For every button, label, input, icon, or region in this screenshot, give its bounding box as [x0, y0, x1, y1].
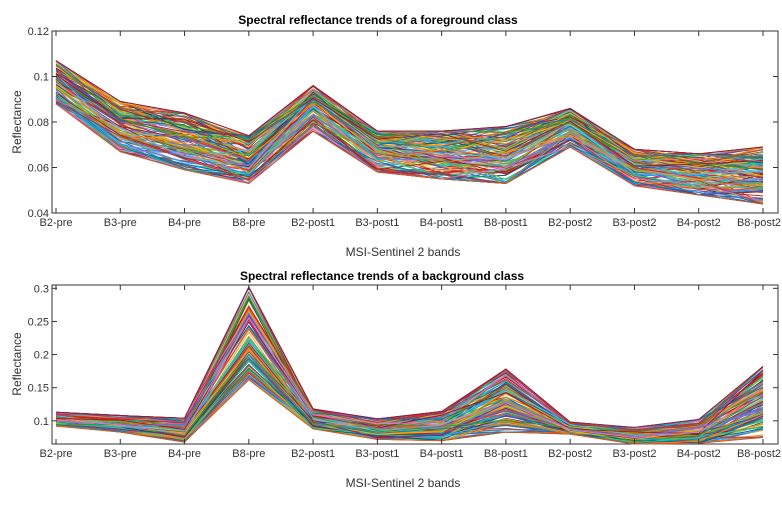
x-tick-label: B4-post2 — [677, 448, 721, 460]
x-axis-label: MSI-Sentinel 2 bands — [346, 245, 461, 259]
series-line — [55, 98, 764, 201]
series-line — [55, 97, 764, 186]
series-line — [55, 321, 764, 434]
y-axis: 0.1 0.15 0.2 0.25 0.3 — [28, 283, 778, 428]
y-tick-label: 0.1 — [34, 416, 49, 428]
x-tick-label: B4-post1 — [420, 217, 464, 229]
x-axis-label: MSI-Sentinel 2 bands — [346, 476, 461, 490]
x-tick-label: B4-pre — [168, 217, 201, 229]
series-line — [55, 76, 764, 164]
x-tick-label: B3-post2 — [612, 448, 656, 460]
y-tick-label: 0.15 — [28, 383, 49, 395]
series-line-max — [55, 60, 764, 155]
series-line-min — [55, 379, 764, 445]
series-line — [55, 80, 764, 189]
series-line — [55, 100, 764, 205]
x-tick-label: B3-pre — [104, 217, 137, 229]
x-tick-label: B2-post2 — [548, 217, 592, 229]
x-tick-label: B8-pre — [232, 448, 265, 460]
background-chart: Spectral reflectance trends of a backgro… — [10, 269, 781, 490]
series-line — [55, 317, 764, 439]
y-tick-label: 0.1 — [34, 72, 49, 84]
series-line — [55, 70, 764, 183]
x-tick-label: B3-post1 — [355, 217, 399, 229]
chart-title: Spectral reflectance trends of a backgro… — [240, 269, 524, 283]
x-tick-label: B3-post1 — [355, 448, 399, 460]
x-tick-label: B4-pre — [168, 448, 201, 460]
series-line — [55, 71, 764, 174]
series-lines — [55, 60, 764, 205]
y-tick-label: 0.2 — [34, 350, 49, 362]
series-line — [55, 60, 764, 160]
series-line — [55, 82, 764, 175]
x-tick-label: B8-post1 — [484, 448, 528, 460]
foreground-chart: Spectral reflectance trends of a foregro… — [10, 13, 781, 259]
x-axis: B2-pre B3-pre B4-pre B8-pre B2-post1 B3-post1… — [39, 285, 781, 460]
series-line-min — [55, 103, 764, 205]
chart-title: Spectral reflectance trends of a foregro… — [238, 13, 518, 27]
x-tick-label: B2-post1 — [291, 217, 335, 229]
y-tick-label: 0.08 — [28, 117, 49, 129]
series-line — [55, 93, 764, 189]
x-tick-label: B8-post2 — [737, 217, 781, 229]
series-line — [55, 97, 764, 184]
x-tick-label: B2-post2 — [548, 448, 592, 460]
series-line — [55, 305, 764, 431]
y-tick-label: 0.25 — [28, 316, 49, 328]
y-tick-label: 0.04 — [28, 208, 49, 220]
y-axis-label: Reflectance — [10, 90, 24, 154]
y-tick-label: 0.12 — [28, 26, 49, 38]
x-axis: B2-pre B3-pre B4-pre B8-pre B2-post1 B3-post1… — [39, 31, 781, 229]
series-line — [55, 103, 764, 196]
series-line — [55, 74, 764, 167]
series-lines — [55, 285, 764, 445]
x-tick-label: B8-post2 — [737, 448, 781, 460]
series-line — [55, 64, 764, 164]
series-line-max — [55, 286, 764, 428]
x-tick-label: B8-post1 — [484, 217, 528, 229]
y-axis: 0.04 0.06 0.08 0.1 0.12 — [28, 26, 778, 220]
x-tick-label: B2-post1 — [291, 448, 335, 460]
series-line — [55, 312, 764, 438]
series-line — [55, 64, 764, 166]
y-axis-label: Reflectance — [10, 332, 24, 396]
x-tick-label: B3-pre — [104, 448, 137, 460]
x-tick-label: B2-pre — [39, 217, 72, 229]
y-tick-label: 0.06 — [28, 163, 49, 175]
series-line — [55, 350, 764, 440]
x-tick-label: B2-pre — [39, 448, 72, 460]
x-tick-label: B3-post2 — [612, 217, 656, 229]
x-tick-label: B4-post1 — [420, 448, 464, 460]
y-tick-label: 0.3 — [34, 283, 49, 295]
series-line — [55, 364, 764, 444]
x-tick-label: B8-pre — [232, 217, 265, 229]
series-line — [55, 353, 764, 442]
series-line — [55, 97, 764, 190]
x-tick-label: B4-post2 — [677, 217, 721, 229]
